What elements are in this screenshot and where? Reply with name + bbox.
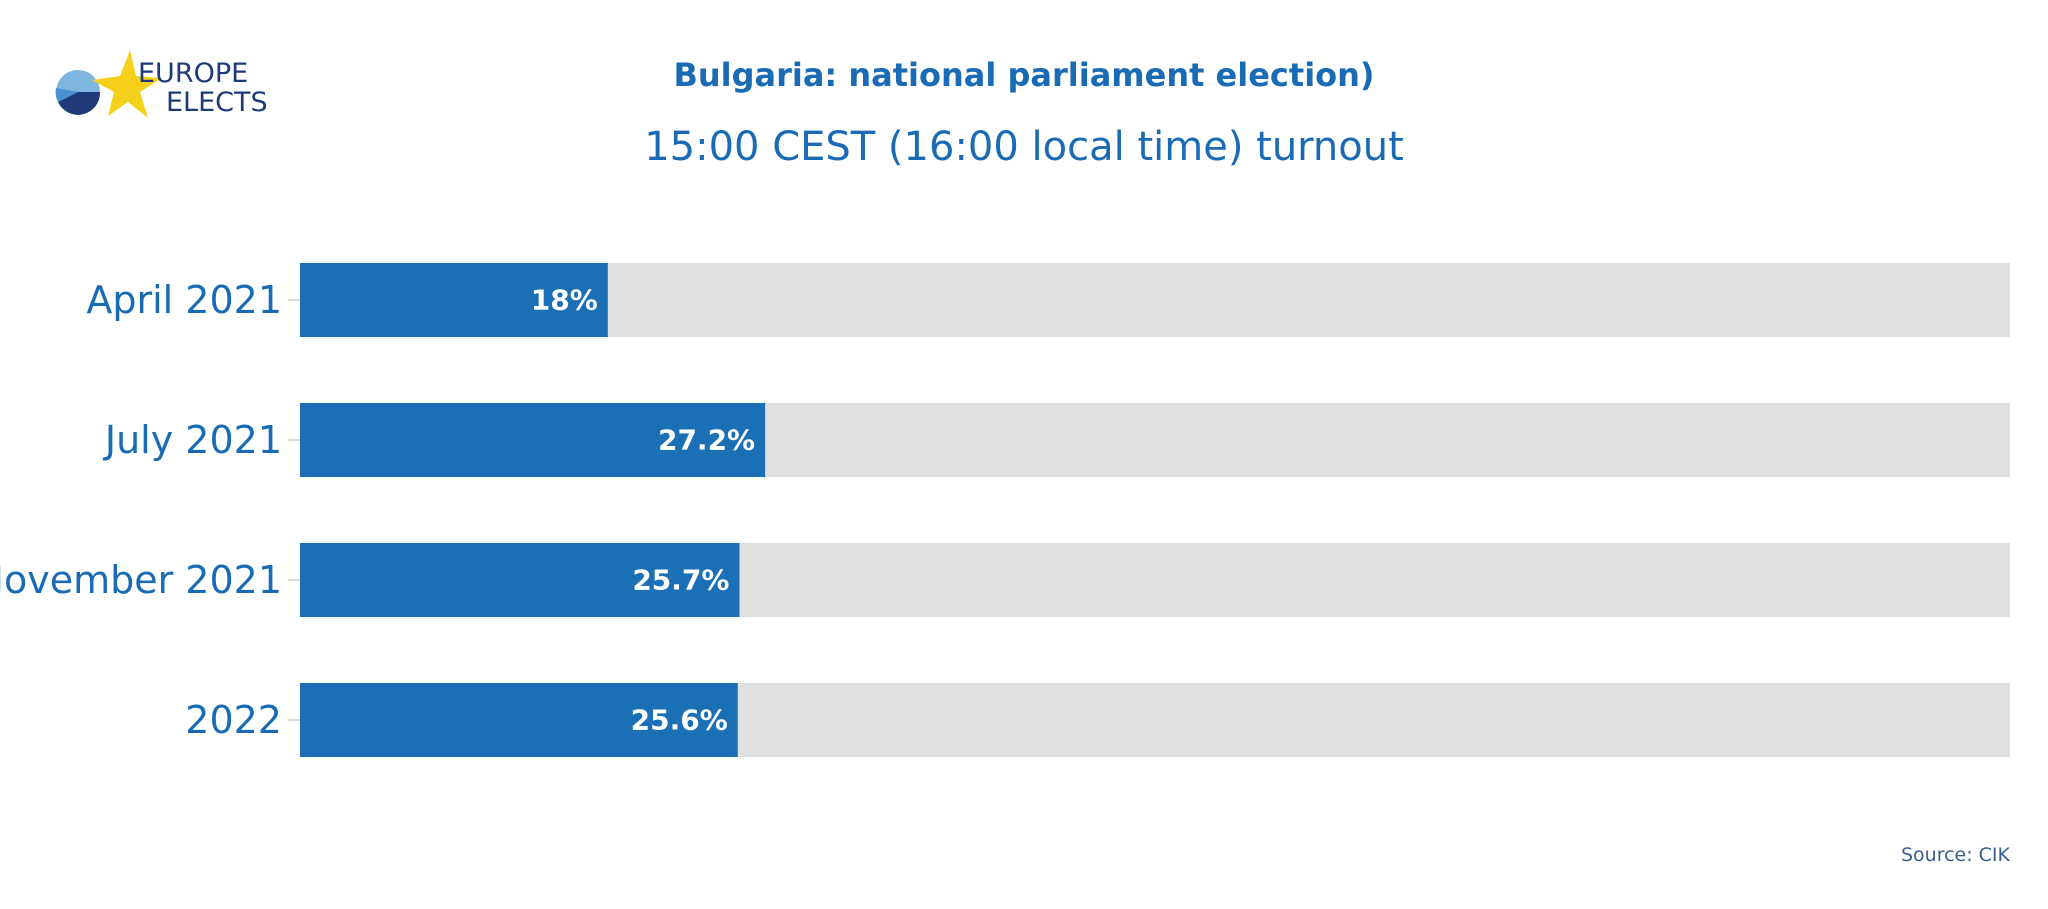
source-note: Source: CIK [1900, 844, 2010, 866]
y-tick-label: November 2021 [0, 558, 282, 602]
data-label: 25.6% [631, 704, 728, 737]
bar [300, 543, 740, 617]
y-tick-label: 2022 [185, 698, 282, 742]
chart-title: Bulgaria: national parliament election) [673, 56, 1375, 94]
data-label: 18% [531, 284, 598, 317]
y-tick-label: April 2021 [86, 278, 282, 322]
logo-text-europe: EUROPE [138, 58, 249, 89]
data-label: 25.7% [632, 564, 729, 597]
logo-star-icon [92, 50, 162, 118]
bar [300, 683, 738, 757]
bar [300, 263, 608, 337]
bar [300, 403, 766, 477]
logo-pie-mid [55, 88, 78, 102]
europe-elects-logo [55, 50, 162, 118]
y-tick-label: July 2021 [103, 418, 282, 462]
logo-text-elects: ELECTS [166, 87, 268, 118]
chart-subtitle: 15:00 CEST (16:00 local time) turnout [644, 124, 1404, 170]
logo-pie-navy [58, 92, 101, 115]
data-label: 27.2% [658, 424, 755, 457]
